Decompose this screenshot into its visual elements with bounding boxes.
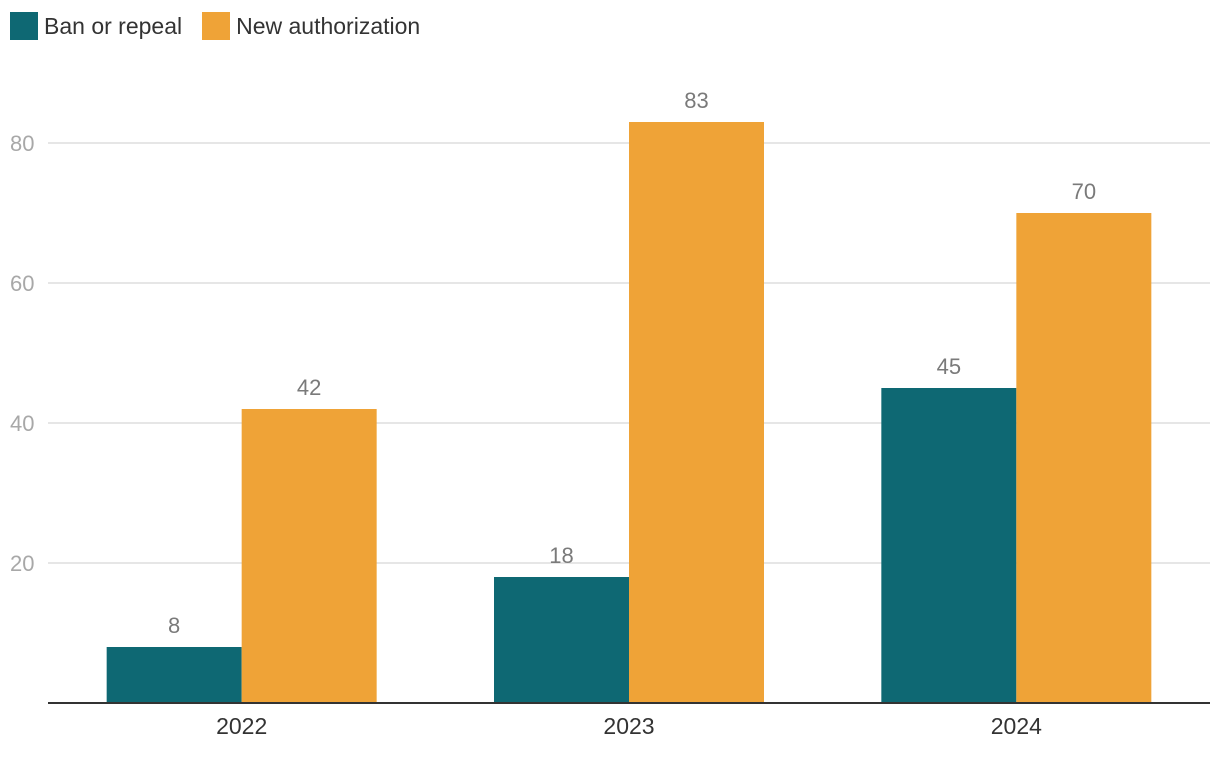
y-tick-label-60: 60 bbox=[10, 271, 34, 296]
data-label-ban-or-repeal-2022: 8 bbox=[168, 613, 180, 638]
legend-swatch-new-authorization bbox=[202, 12, 231, 40]
data-label-ban-or-repeal-2023: 18 bbox=[549, 543, 573, 568]
legend-swatch-ban-or-repeal bbox=[10, 12, 38, 40]
legend-label-ban-or-repeal: Ban or repeal bbox=[44, 12, 183, 39]
legend-label-new-authorization: New authorization bbox=[236, 12, 421, 39]
data-label-ban-or-repeal-2024: 45 bbox=[937, 354, 961, 379]
y-tick-label-20: 20 bbox=[10, 551, 34, 576]
x-tick-label-2024: 2024 bbox=[991, 713, 1042, 739]
bar-new-authorization-2023 bbox=[629, 122, 764, 703]
legend-item-ban-or-repeal: Ban or repeal bbox=[10, 12, 182, 40]
x-tick-label-2023: 2023 bbox=[603, 713, 654, 739]
bar-new-authorization-2024 bbox=[1016, 213, 1152, 703]
bar-ban-or-repeal-2023 bbox=[494, 577, 629, 703]
data-label-new-authorization-2022: 42 bbox=[297, 375, 321, 400]
bar-ban-or-repeal-2022 bbox=[106, 647, 242, 703]
bar-new-authorization-2022 bbox=[241, 409, 377, 703]
legend-item-new-authorization: New authorization bbox=[202, 12, 420, 40]
data-label-new-authorization-2024: 70 bbox=[1072, 179, 1096, 204]
data-label-new-authorization-2023: 83 bbox=[684, 88, 708, 113]
x-tick-label-2022: 2022 bbox=[216, 713, 267, 739]
legend: Ban or repeal New authorization bbox=[10, 12, 420, 40]
bar-ban-or-repeal-2024 bbox=[881, 388, 1017, 703]
y-tick-label-40: 40 bbox=[10, 411, 34, 436]
y-tick-label-80: 80 bbox=[10, 131, 34, 156]
